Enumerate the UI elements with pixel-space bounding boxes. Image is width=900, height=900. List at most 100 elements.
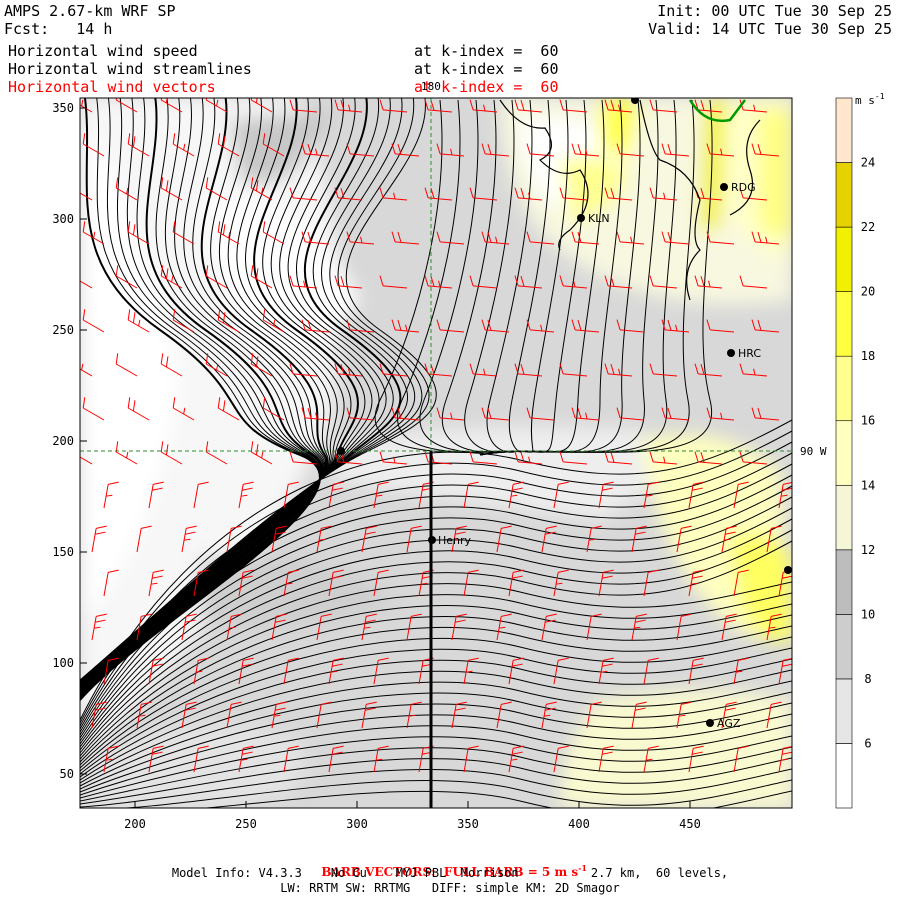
wind-barb: [598, 745, 614, 773]
lower-streamlines: [80, 419, 792, 808]
streamline: [202, 790, 792, 808]
wind-barb: [301, 319, 330, 333]
streamline: [80, 430, 792, 724]
colorbar-unit: m s-1: [855, 92, 885, 107]
wind-barb: [541, 613, 557, 641]
wind-barb: [649, 451, 678, 465]
wind-barb: [751, 319, 780, 333]
wind-barb: [136, 701, 152, 729]
wind-barb: [238, 569, 254, 597]
streamline: [80, 98, 329, 692]
wind-barb: [508, 569, 524, 597]
wind-barb: [361, 613, 377, 641]
x-tick-label: 200: [124, 817, 146, 831]
wind-barb: [80, 451, 93, 465]
field-label-vectors: Horizontal wind vectors: [8, 78, 216, 96]
wind-barb: [733, 657, 749, 685]
colorbar-band: [835, 97, 853, 163]
wind-barb: [571, 319, 600, 333]
wind-barb: [262, 309, 285, 333]
wind-barb: [82, 221, 105, 245]
colorbar-band: [835, 226, 853, 292]
upper-streamlines: [80, 98, 437, 701]
map-panel: RDG KLN HRC Henry AGZ: [80, 98, 792, 808]
station-dot-henry: [428, 536, 436, 544]
wind-barb: [694, 451, 723, 465]
wind-barb: [217, 133, 240, 157]
wind-barb: [586, 613, 602, 641]
wind-barb: [514, 363, 543, 377]
streamline: [80, 98, 430, 682]
wind-barb: [373, 657, 389, 685]
wind-barb: [391, 319, 420, 333]
wind-barb: [751, 231, 780, 245]
wind-barb: [469, 451, 498, 465]
streamline: [80, 98, 373, 687]
station-dot-east: [784, 566, 792, 574]
barb-legend: BARB VECTORS: FULL BARB = 5 m s-1: [321, 863, 587, 879]
wind-barb: [559, 99, 588, 113]
wind-barb: [721, 701, 737, 729]
streamline: [80, 98, 323, 697]
wind-barb: [688, 657, 704, 685]
colorbar-band: [835, 291, 853, 357]
field-level-vectors: at k-index = 60: [414, 78, 559, 96]
wind-barb: [217, 309, 240, 333]
wind-barb: [80, 99, 93, 113]
wind-barb: [328, 745, 344, 773]
wind-barb: [733, 481, 749, 509]
wind-barb: [80, 187, 93, 201]
wind-barb: [160, 177, 183, 201]
wind-barb: [649, 275, 678, 289]
grid-label-180: 180: [421, 80, 441, 93]
wind-barb: [262, 221, 285, 245]
y-tick-label: 300: [52, 212, 74, 226]
wind-barb: [379, 187, 408, 201]
streamline: [80, 669, 792, 781]
wind-barb: [301, 143, 330, 157]
wind-barb: [649, 99, 678, 113]
wind-barb: [238, 745, 254, 773]
init-time: Init: 00 UTC Tue 30 Sep 25: [657, 2, 892, 20]
colorbar-label: 16: [861, 414, 875, 428]
wind-barb: [301, 231, 330, 245]
wind-barb: [136, 525, 152, 553]
wind-barb: [676, 701, 692, 729]
colorbar-band: [835, 614, 853, 680]
wind-barb: [379, 451, 408, 465]
station-label-henry: Henry: [438, 534, 472, 547]
wind-barb: [436, 143, 465, 157]
wind-barb: [469, 187, 498, 201]
streamline: [80, 98, 322, 698]
wind-barb: [514, 187, 543, 201]
wind-barb: [643, 745, 659, 773]
streamline: [80, 98, 325, 695]
colorbar: 6 8 10 12 14 16 18 20 22 24: [835, 97, 875, 809]
wind-barb: [226, 525, 242, 553]
y-tick-label: 100: [52, 656, 74, 670]
wind-barb: [271, 525, 287, 553]
streamline: [80, 746, 792, 802]
wind-barb: [559, 187, 588, 201]
wind-barb: [127, 221, 150, 245]
forecast-hour: Fcst: 14 h: [4, 20, 113, 38]
wind-barb: [301, 407, 330, 421]
wind-barb: [103, 481, 119, 509]
wind-barb: [136, 613, 152, 641]
wind-barb: [80, 275, 93, 289]
wind-barb: [766, 701, 782, 729]
station-dot-kln: [577, 214, 585, 222]
x-axis: 200 250 300 350 400 450: [124, 801, 701, 831]
wind-barb: [598, 569, 614, 597]
wind-barb: [739, 275, 768, 289]
wind-barb: [289, 451, 318, 465]
wind-barb: [451, 613, 467, 641]
station-dot-agz: [706, 719, 714, 727]
wind-barb: [751, 143, 780, 157]
wind-barb: [283, 745, 299, 773]
wind-barb: [193, 657, 209, 685]
colorbar-band: [835, 549, 853, 615]
wind-barb: [379, 99, 408, 113]
streamline: [80, 98, 437, 681]
streamline: [80, 441, 792, 727]
